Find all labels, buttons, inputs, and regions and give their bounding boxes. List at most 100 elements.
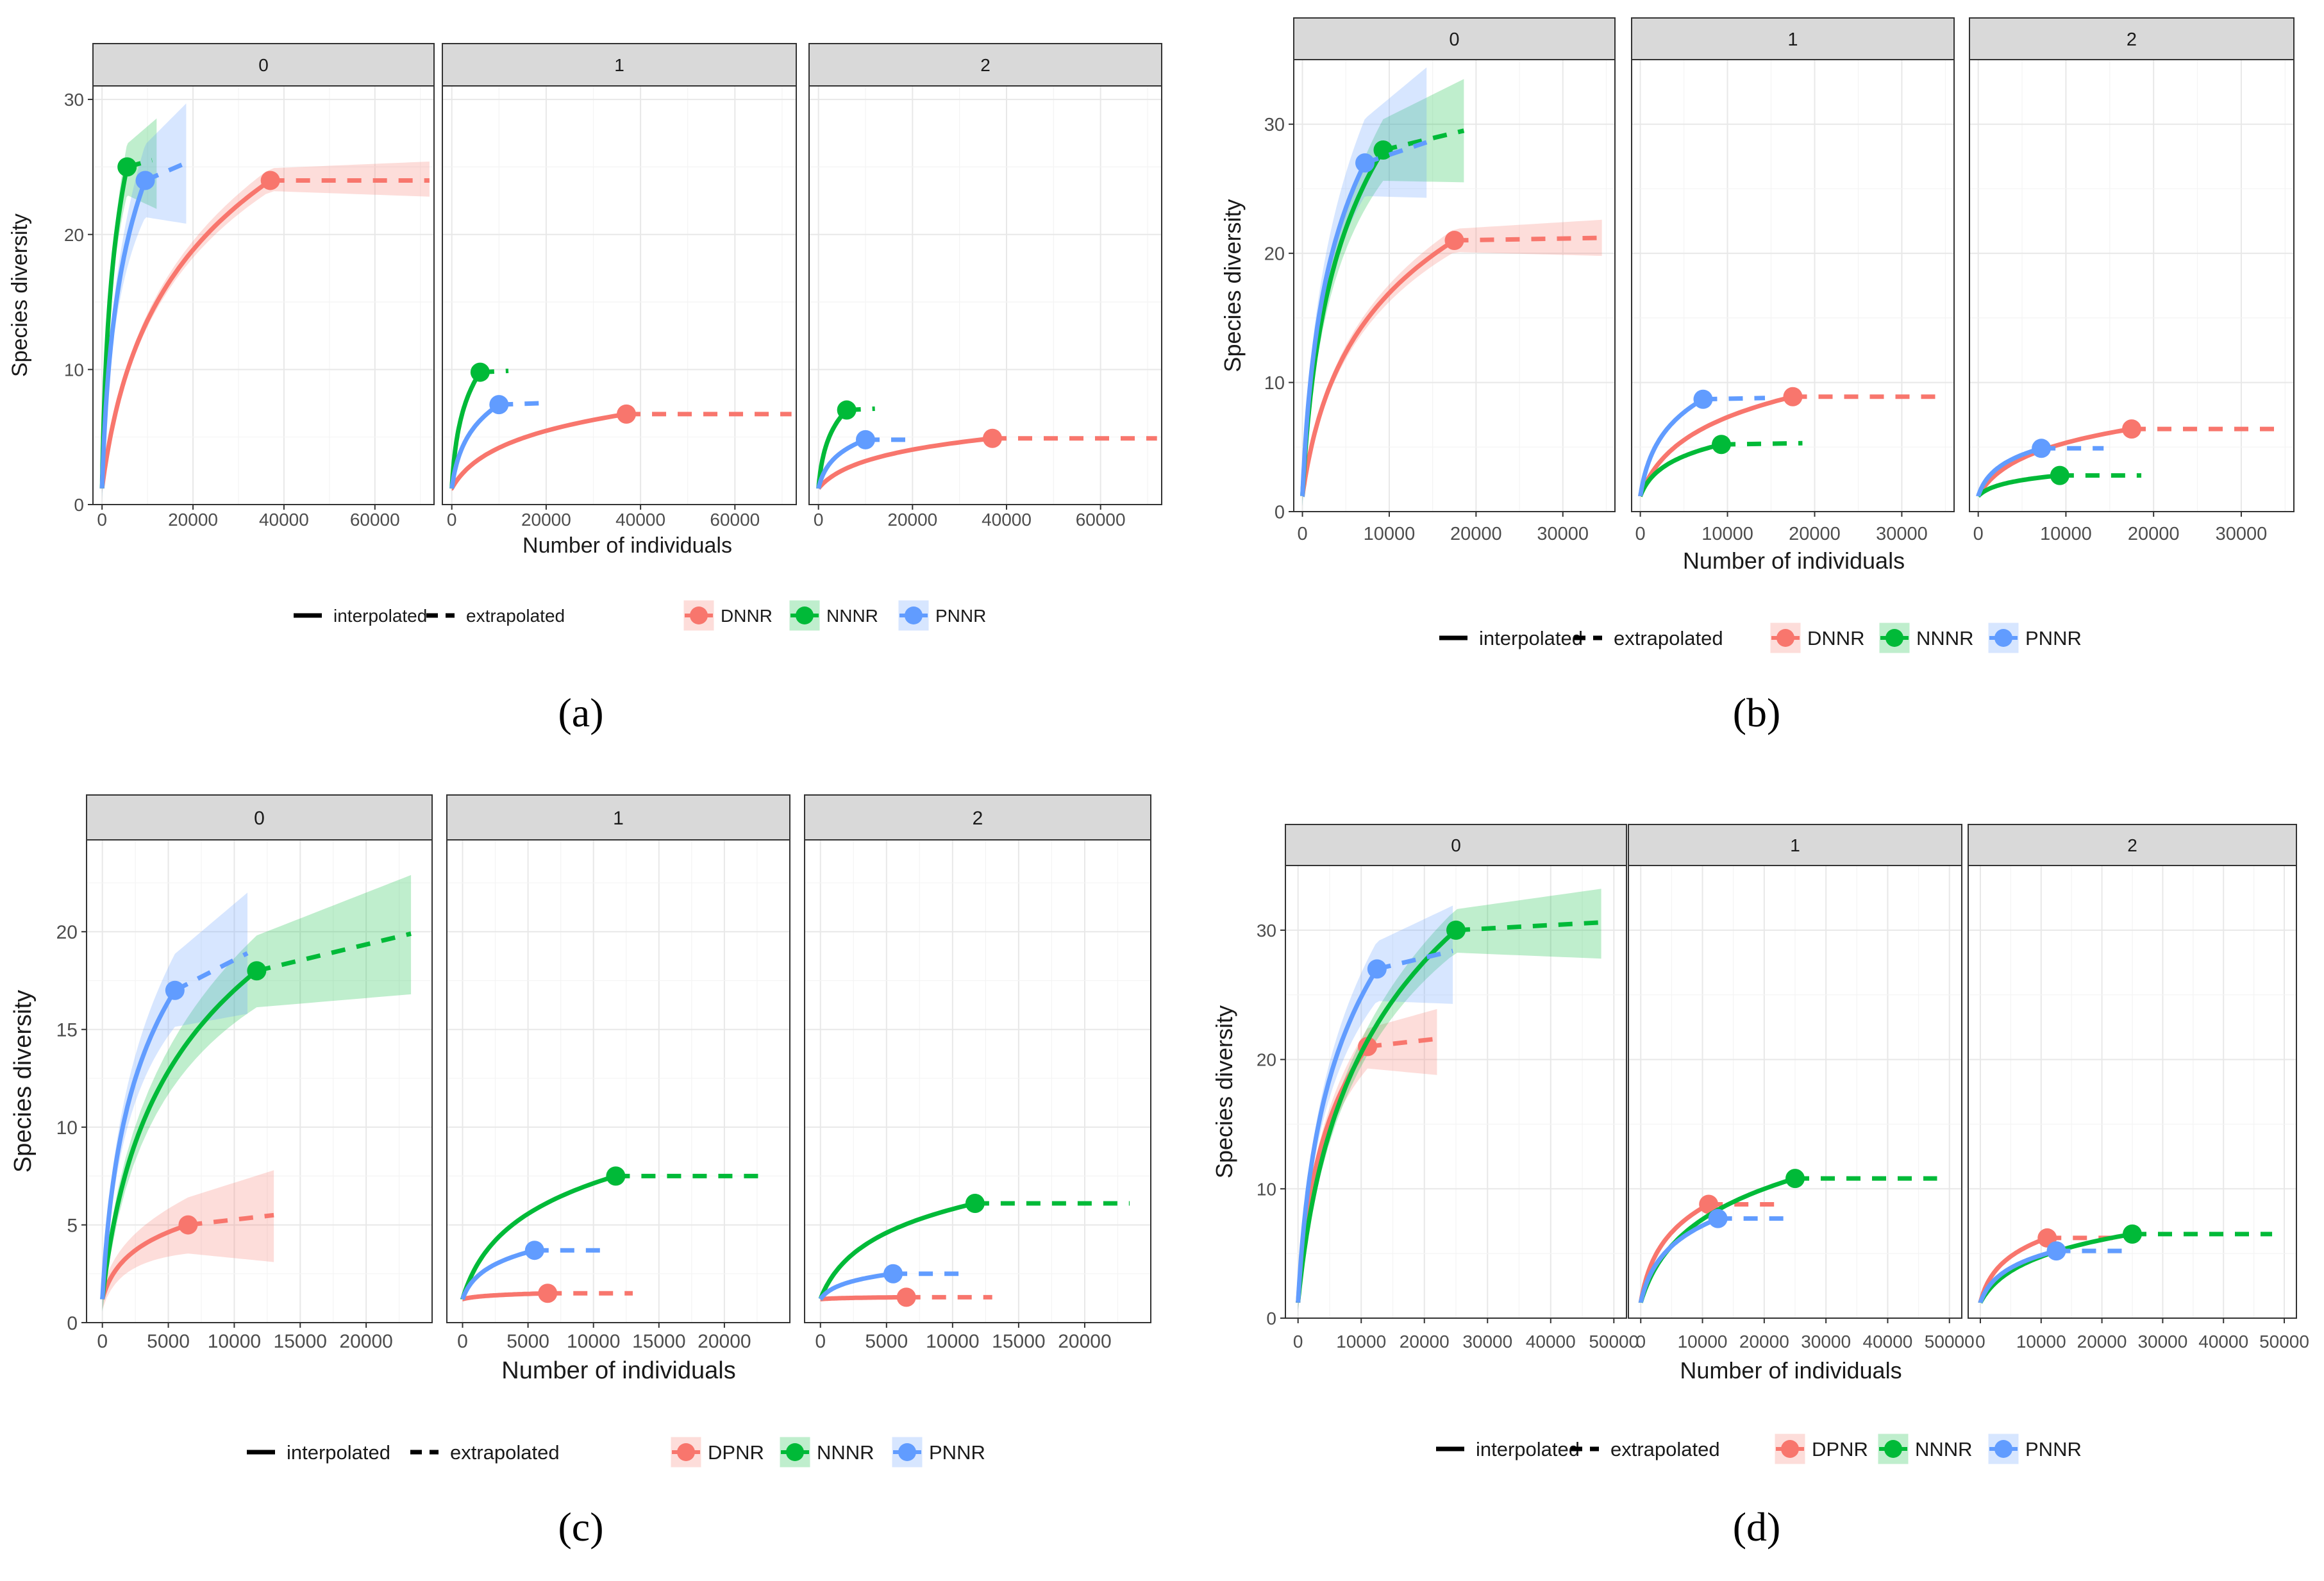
- interpolated-line-nnnr: [818, 1201, 976, 1301]
- facet-strip-label: 0: [1451, 835, 1461, 855]
- observed-point-nnnr: [117, 157, 137, 177]
- observed-point-nnnr: [1373, 140, 1393, 160]
- legend-label-pnnr: PNNR: [935, 606, 986, 626]
- interpolated-line-pnnr: [1976, 446, 2043, 499]
- x-tick-label: 30000: [2216, 524, 2268, 544]
- facet-panel-0: 0 0 20000 40000 60000: [92, 43, 435, 530]
- x-tick-label: 0: [814, 510, 824, 530]
- y-tick-label: 0: [74, 495, 84, 515]
- extrapolated-line-nnnr: [1721, 440, 1803, 447]
- facet-panel-2: 2 0 10000 20000 30000: [1969, 17, 2295, 544]
- observed-point-pnnr: [524, 1241, 544, 1260]
- x-tick-label: 15000: [992, 1331, 1045, 1352]
- x-tick-label: 30000: [1462, 1332, 1512, 1351]
- y-tick-label: 20: [1257, 1050, 1276, 1070]
- observed-point-pnnr: [1693, 389, 1713, 409]
- x-tick-label: 10000: [2016, 1332, 2066, 1351]
- facet-panel-2: 2 0 20000 40000 60000: [808, 43, 1162, 530]
- facet-strip-label: 1: [614, 55, 624, 75]
- interpolated-line-pnnr: [1638, 1216, 1719, 1305]
- confidence-band-nnnr: [1302, 79, 1464, 506]
- x-tick-label: 30000: [1876, 524, 1928, 544]
- observed-point-nnnr: [2050, 465, 2069, 485]
- extrapolated-line-dpnr: [1367, 1036, 1437, 1049]
- x-tick-label: 20000: [1058, 1331, 1111, 1352]
- observed-point-dpnr: [896, 1287, 916, 1307]
- x-axis-title: Number of individuals: [1683, 548, 1905, 574]
- observed-point-nnnr: [1446, 920, 1466, 940]
- confidence-band-dnnr: [102, 161, 430, 494]
- observed-point-dnnr: [260, 171, 280, 190]
- interpolated-line-dnnr: [99, 178, 272, 490]
- legend-label-interpolated: interpolated: [287, 1441, 390, 1464]
- observed-point-dnnr: [617, 404, 637, 424]
- y-tick-label: 10: [1264, 373, 1285, 394]
- legend-label-nnnr: NNNR: [1915, 1438, 1973, 1460]
- observed-point-pnnr: [2032, 439, 2052, 458]
- facet-strip: [1628, 824, 1962, 866]
- y-axis-title: Species diversity: [8, 213, 32, 377]
- observed-point-pnnr: [135, 171, 155, 190]
- confidence-band-nnnr: [102, 118, 157, 498]
- x-axis-title: Number of individuals: [501, 1357, 735, 1384]
- panel-background: [1969, 60, 2294, 512]
- panel-background: [93, 86, 434, 505]
- facet-panel-0: 0 0 10000 20000 30000 40000 50000: [1285, 824, 1639, 1351]
- interpolated-line-pnnr: [816, 437, 867, 490]
- legend-label-pnnr: PNNR: [2025, 1438, 2082, 1460]
- confidence-band-pnnr: [102, 892, 247, 1312]
- observed-point-nnnr: [1785, 1169, 1805, 1189]
- x-tick-label: 40000: [2198, 1332, 2248, 1351]
- extrapolated-line-pnnr: [1364, 140, 1428, 165]
- x-tick-label: 20000: [698, 1331, 751, 1352]
- facet-strip: [446, 794, 790, 841]
- legend-label-extrapolated: extrapolated: [450, 1441, 560, 1464]
- observed-point-pnnr: [165, 980, 185, 1000]
- x-tick-label: 40000: [1863, 1332, 1913, 1351]
- interpolated-line-pnnr: [1300, 162, 1367, 499]
- facet-strip-label: 0: [254, 808, 265, 829]
- y-tick-label: 0: [1275, 502, 1285, 523]
- facet-panel-1: 1 0 10000 20000 30000: [1631, 17, 1955, 544]
- interpolated-line-pnnr: [99, 180, 147, 490]
- observed-point-nnnr: [606, 1166, 626, 1186]
- y-tick-label: 0: [1266, 1309, 1276, 1328]
- x-tick-label: 0: [1635, 524, 1646, 544]
- x-tick-label: 0: [447, 510, 457, 530]
- x-tick-label: 0: [1975, 1332, 1985, 1351]
- observed-point-nnnr: [2123, 1224, 2142, 1244]
- legend: interpolated extrapolated DNNR NNNR PNNR: [1439, 622, 2082, 654]
- x-tick-label: 10000: [2040, 524, 2092, 544]
- x-tick-label: 20000: [339, 1331, 392, 1352]
- observed-point-pnnr: [1355, 153, 1375, 173]
- x-tick-label: 60000: [710, 510, 760, 530]
- x-tick-label: 30000: [2137, 1332, 2187, 1351]
- facet-strip-label: 0: [258, 55, 269, 75]
- x-tick-label: 60000: [1076, 510, 1126, 530]
- facet-panel-0: 0 0 10000 20000 30000: [1293, 17, 1616, 544]
- observed-point-dnnr: [1783, 387, 1803, 406]
- x-tick-label: 15000: [274, 1331, 327, 1352]
- facet-strip: [1968, 824, 2297, 866]
- x-tick-label: 0: [815, 1331, 826, 1352]
- observed-point-pnnr: [1367, 959, 1387, 979]
- x-tick-label: 20000: [1739, 1332, 1789, 1351]
- facet-strip: [442, 43, 797, 87]
- panel-background: [1294, 60, 1615, 512]
- x-tick-label: 20000: [1400, 1332, 1450, 1351]
- facet-strip: [86, 794, 433, 841]
- x-tick-label: 0: [97, 510, 107, 530]
- x-tick-label: 30000: [1801, 1332, 1851, 1351]
- observed-point-nnnr: [1712, 435, 1732, 455]
- facet-strip: [92, 43, 435, 87]
- subfigure-caption: (a): [558, 690, 603, 735]
- x-tick-label: 20000: [2077, 1332, 2127, 1351]
- legend-label-extrapolated: extrapolated: [1614, 627, 1723, 649]
- x-tick-label: 50000: [2259, 1332, 2309, 1351]
- confidence-band-nnnr: [1298, 889, 1601, 1310]
- observed-point-dpnr: [1699, 1194, 1719, 1214]
- observed-point-nnnr: [247, 961, 267, 981]
- legend-label-nnnr: NNNR: [826, 606, 878, 626]
